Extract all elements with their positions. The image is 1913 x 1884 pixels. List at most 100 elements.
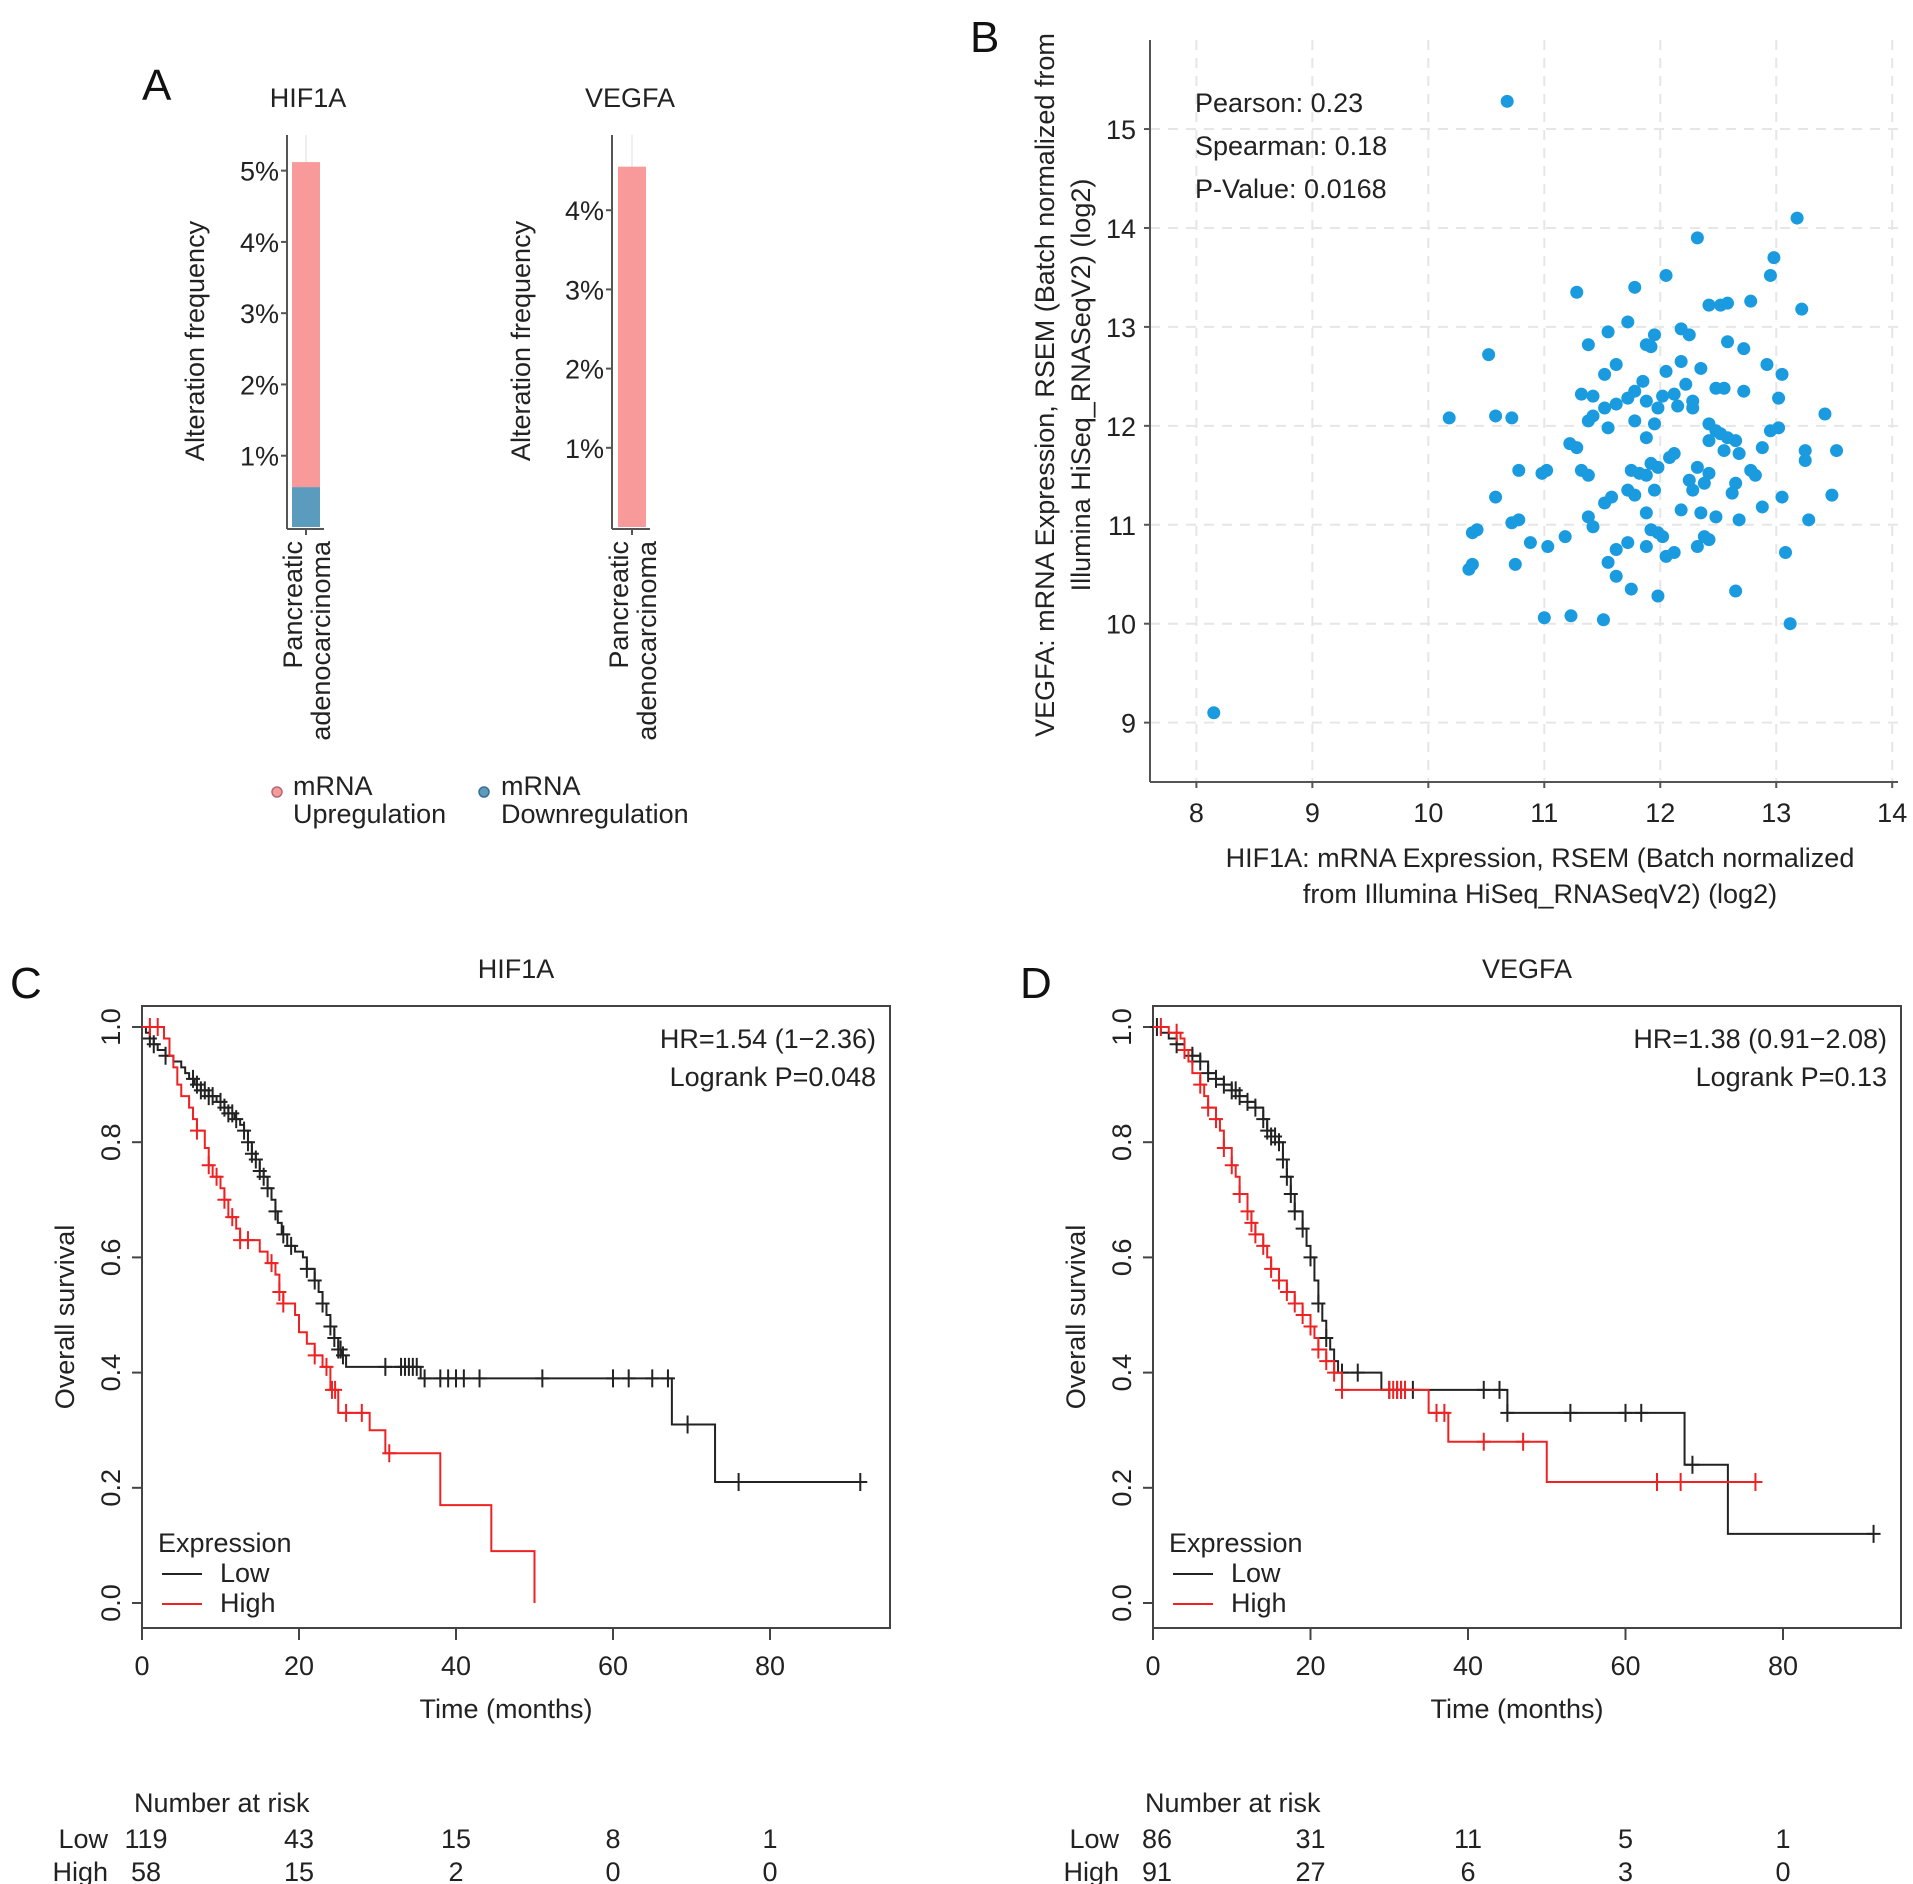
legend-label-low: Low — [220, 1558, 270, 1588]
censor-mark — [189, 1121, 204, 1140]
x-tick-label: 10 — [1413, 798, 1443, 828]
at-risk-title: Number at risk — [134, 1788, 310, 1818]
censor-mark — [680, 1415, 695, 1434]
scatter-point — [1537, 611, 1551, 625]
hazard-ratio-annotation: HR=1.54 (1−2.36) — [660, 1024, 876, 1054]
censor-mark — [237, 1121, 252, 1140]
y-tick-label: 0.4 — [96, 1354, 126, 1392]
censor-mark — [1201, 1064, 1216, 1083]
scatter-point — [1609, 358, 1623, 372]
legend-upregulation-line2: Upregulation — [293, 799, 446, 829]
scatter-point — [1795, 302, 1809, 316]
censor-mark — [535, 1369, 550, 1388]
bar-mrna-upregulation — [618, 166, 646, 528]
censor-mark — [240, 1231, 255, 1250]
y-tick-label: 0.2 — [1107, 1469, 1137, 1507]
at-risk-count: 43 — [284, 1824, 314, 1854]
legend-downregulation-marker — [478, 786, 490, 798]
panel-letter-b: B — [970, 13, 999, 62]
censor-mark — [276, 1294, 291, 1313]
censor-mark — [284, 1236, 299, 1255]
at-risk-group-label: High — [52, 1857, 108, 1884]
scatter-point — [1601, 421, 1615, 435]
x-tick-label: 0 — [1145, 1651, 1160, 1681]
x-tick-label: 60 — [1610, 1651, 1640, 1681]
plot-frame — [1152, 1005, 1902, 1629]
x-category-label-line1: Pancreatic — [604, 541, 634, 669]
censor-mark — [1169, 1023, 1184, 1042]
censor-mark — [1232, 1185, 1247, 1204]
at-risk-count: 15 — [441, 1824, 471, 1854]
scatter-point — [1489, 490, 1503, 504]
scatter-point — [1779, 545, 1793, 559]
scatter-point — [1624, 582, 1638, 596]
scatter-point — [1659, 268, 1673, 282]
y-tick-label: 4% — [565, 196, 604, 226]
y-tick-label: 0.8 — [1107, 1123, 1137, 1161]
scatter-point — [1709, 510, 1723, 524]
censor-mark — [1327, 1363, 1342, 1382]
y-tick-label: 4% — [240, 228, 279, 258]
at-risk-count: 1 — [762, 1824, 777, 1854]
x-tick-label: 14 — [1877, 798, 1907, 828]
legend-title: Expression — [158, 1528, 292, 1558]
censor-mark — [268, 1202, 283, 1221]
censor-mark — [1673, 1473, 1688, 1492]
censor-mark — [660, 1369, 675, 1388]
scatter-point — [1540, 463, 1554, 477]
censor-mark — [1319, 1352, 1334, 1371]
censor-mark — [335, 1346, 350, 1365]
scatter-point — [1674, 503, 1688, 517]
censor-mark — [382, 1444, 397, 1463]
x-tick-label: 13 — [1761, 798, 1791, 828]
censor-mark — [1866, 1524, 1881, 1543]
scatter-point — [1798, 444, 1812, 458]
censor-mark — [225, 1208, 240, 1227]
at-risk-count: 58 — [131, 1857, 161, 1884]
censor-mark — [1240, 1202, 1255, 1221]
x-category-label-line2: adenocarcinoma — [306, 540, 336, 741]
censor-mark — [307, 1346, 322, 1365]
scatter-point — [1721, 296, 1735, 310]
censor-mark — [276, 1225, 291, 1244]
scatter-point — [1596, 613, 1610, 627]
censor-mark — [1295, 1219, 1310, 1238]
scatter-point — [1656, 389, 1670, 403]
panel-letter-d: D — [1020, 959, 1052, 1008]
scatter-point — [1639, 540, 1653, 554]
censor-mark — [1193, 1052, 1208, 1071]
survival-curve-high — [142, 1026, 536, 1603]
scatter-point — [1682, 473, 1696, 487]
scatter-point — [1775, 490, 1789, 504]
y-axis-label-line: Illumina HiSeq_RNASeqV2) (log2) — [1066, 179, 1096, 592]
at-risk-count: 8 — [605, 1824, 620, 1854]
legend-downregulation-line1: mRNA — [501, 771, 581, 801]
chart-title: VEGFA — [1482, 954, 1572, 984]
y-tick-label: 0.6 — [96, 1239, 126, 1277]
at-risk-count: 27 — [1295, 1857, 1325, 1884]
at-risk-count: 15 — [284, 1857, 314, 1884]
scatter-point — [1609, 397, 1623, 411]
y-tick-label: 3% — [565, 275, 604, 305]
censor-mark — [240, 1133, 255, 1152]
scatter-point — [1621, 315, 1635, 329]
scatter-point — [1558, 530, 1572, 544]
scatter-point — [1767, 251, 1781, 265]
scatter-point — [1586, 389, 1600, 403]
at-risk-count: 11 — [1454, 1824, 1482, 1854]
censor-mark — [1209, 1069, 1223, 1088]
scatter-point — [1729, 476, 1743, 490]
censor-mark — [1650, 1473, 1664, 1492]
x-tick-label: 40 — [1453, 1651, 1483, 1681]
scatter-point — [1601, 325, 1615, 339]
scatter-point — [1656, 530, 1670, 544]
censor-mark — [1398, 1380, 1412, 1399]
scatter-point — [1729, 584, 1743, 598]
censor-mark — [1563, 1403, 1578, 1422]
x-tick-label: 9 — [1305, 798, 1320, 828]
scatter-point — [1489, 409, 1503, 423]
y-tick-label: 1.0 — [96, 1008, 126, 1046]
censor-mark — [327, 1329, 342, 1348]
at-risk-group-label: Low — [58, 1824, 108, 1854]
